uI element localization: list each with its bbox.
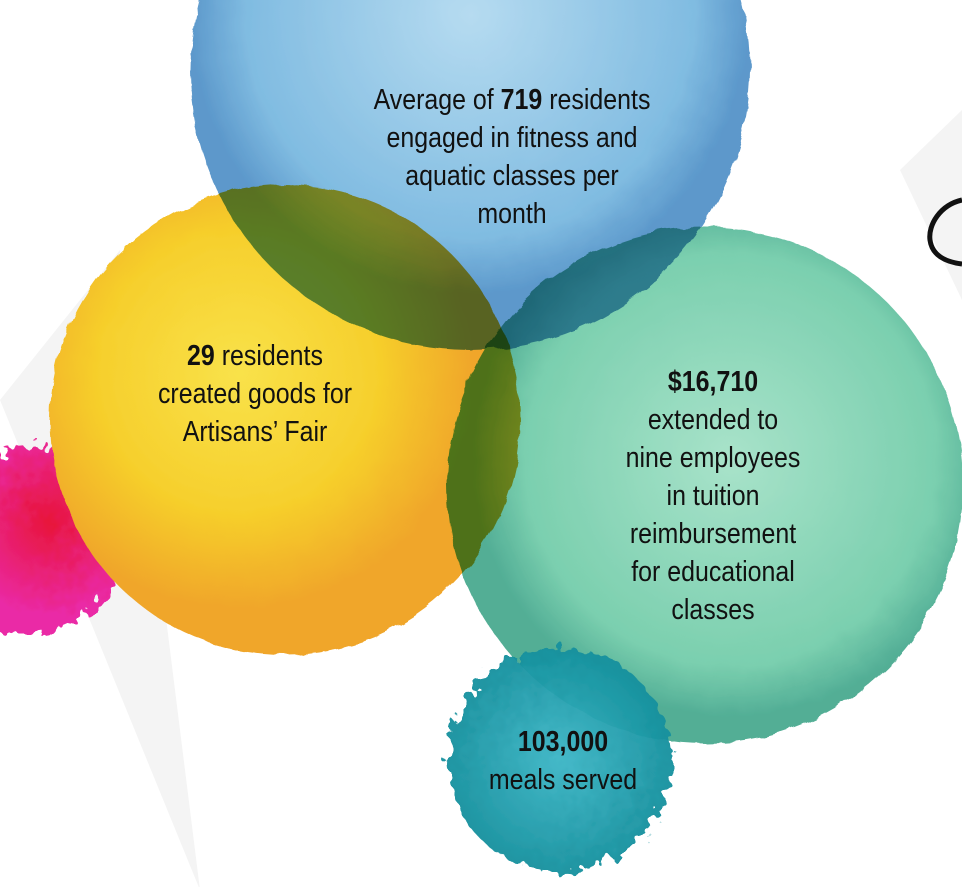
stat-number: 719 bbox=[501, 84, 543, 116]
stat-text: residents bbox=[222, 340, 323, 372]
callout-lead: $16,710 bbox=[532, 363, 893, 401]
stat-number: $16,710 bbox=[668, 366, 758, 398]
callout-lead: Average of 719 residents bbox=[331, 81, 692, 119]
stat-text-line: reimbursement bbox=[532, 515, 893, 553]
stat-text-line: month bbox=[331, 195, 692, 233]
stat-text: residents bbox=[549, 84, 650, 116]
stat-text-line: created goods for bbox=[74, 375, 435, 413]
stat-text-line: engaged in fitness and bbox=[331, 119, 692, 157]
stat-text-line: meals served bbox=[382, 761, 743, 799]
stat-text: Average of bbox=[374, 84, 494, 116]
page: Average of 719 residentsengaged in fitne… bbox=[0, 0, 962, 887]
callout-lead: 29 residents bbox=[74, 337, 435, 375]
stat-text-line: nine employees bbox=[532, 439, 893, 477]
stat-text-line: extended to bbox=[532, 401, 893, 439]
stat-text-line: aquatic classes per bbox=[331, 157, 692, 195]
stat-text-line: in tuition bbox=[532, 477, 893, 515]
callout-lead: 103,000 bbox=[382, 723, 743, 761]
stat-text-line: Artisans’ Fair bbox=[74, 413, 435, 451]
stat-text-line: for educational bbox=[532, 553, 893, 591]
stat-number: 29 bbox=[187, 340, 215, 372]
stat-number: 103,000 bbox=[518, 726, 608, 758]
stat-text-line: classes bbox=[532, 591, 893, 629]
